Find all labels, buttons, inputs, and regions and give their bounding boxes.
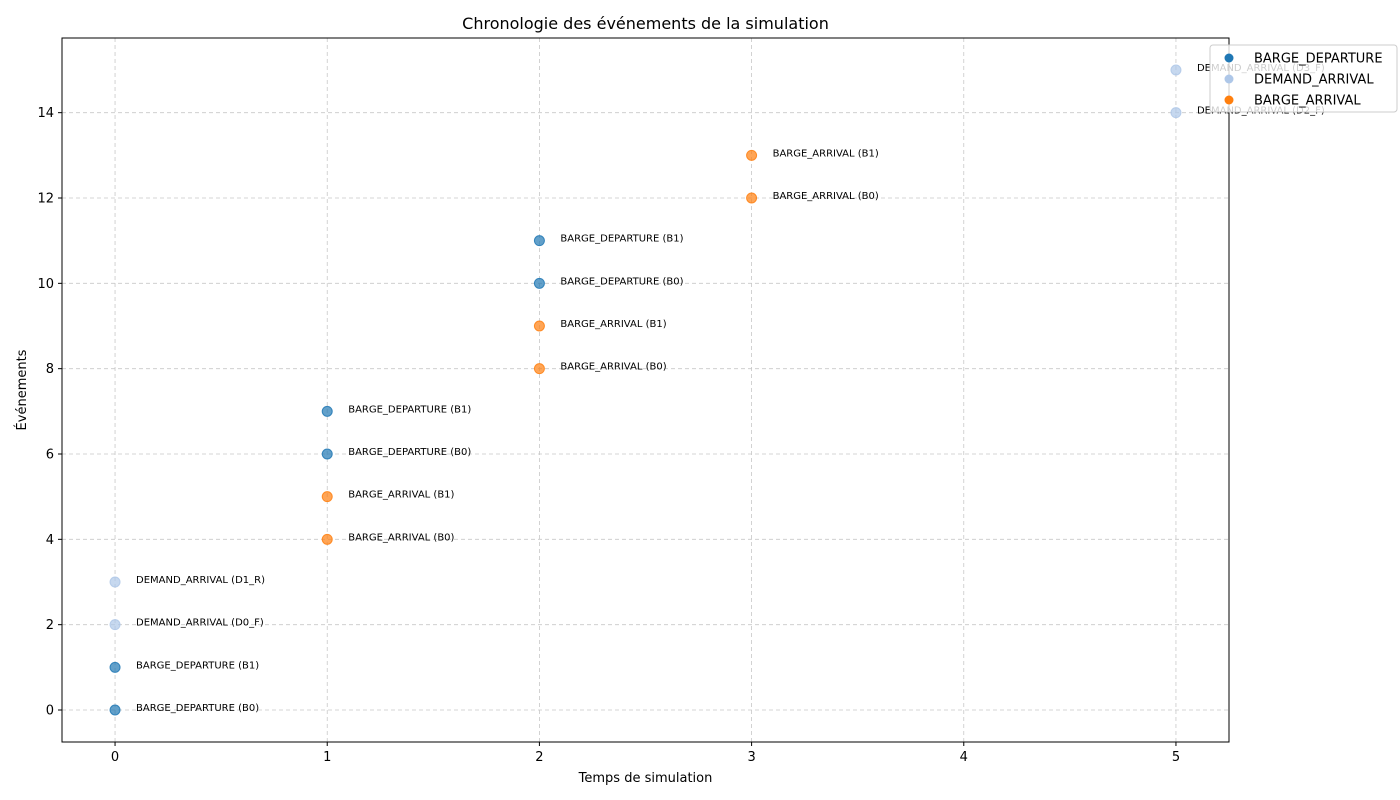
data-point	[746, 192, 758, 204]
data-label: BARGE_ARRIVAL (B0)	[773, 191, 879, 202]
data-point	[1170, 64, 1182, 76]
x-tick-label: 4	[960, 750, 968, 765]
y-tick-label: 8	[46, 362, 54, 377]
data-label: BARGE_DEPARTURE (B1)	[136, 660, 259, 671]
data-label: BARGE_DEPARTURE (B1)	[560, 234, 683, 245]
legend-marker	[1224, 53, 1234, 63]
data-point	[109, 704, 121, 716]
plot-area	[61, 37, 1230, 743]
data-point	[321, 405, 333, 417]
data-label: BARGE_ARRIVAL (B1)	[560, 319, 666, 330]
data-point	[321, 533, 333, 545]
y-tick-label: 6	[46, 448, 54, 463]
y-tick-label: 14	[37, 106, 54, 121]
data-label: BARGE_ARRIVAL (B0)	[348, 532, 454, 543]
data-labels: BARGE_DEPARTURE (B0) BARGE_DEPARTURE (B1)…	[136, 63, 1325, 714]
data-point	[109, 661, 121, 673]
legend-label: BARGE_ARRIVAL	[1254, 94, 1361, 109]
data-point	[533, 363, 545, 375]
y-tick-label: 0	[46, 704, 54, 719]
x-tick-label: 2	[535, 750, 543, 765]
y-tick-label: 2	[46, 618, 54, 633]
legend-marker	[1224, 74, 1234, 84]
x-axis-label: Temps de simulation	[578, 771, 713, 786]
data-label: DEMAND_ARRIVAL (D0_F)	[136, 618, 264, 629]
x-tick-label: 5	[1172, 750, 1180, 765]
data-point	[1170, 107, 1182, 119]
data-label: BARGE_ARRIVAL (B1)	[348, 490, 454, 501]
chart-title: Chronologie des événements de la simulat…	[462, 14, 829, 33]
data-point	[109, 619, 121, 631]
legend-label: DEMAND_ARRIVAL	[1254, 73, 1374, 88]
data-label: BARGE_ARRIVAL (B1)	[773, 148, 879, 159]
data-point	[109, 576, 121, 588]
data-label: BARGE_DEPARTURE (B1)	[348, 404, 471, 415]
data-point	[533, 320, 545, 332]
legend-label: BARGE_DEPARTURE	[1254, 52, 1383, 67]
data-label: BARGE_DEPARTURE (B0)	[348, 447, 471, 458]
legend-box	[1209, 44, 1398, 113]
data-label: BARGE_DEPARTURE (B0)	[136, 703, 259, 714]
data-point	[533, 277, 545, 289]
data-label: BARGE_ARRIVAL (B0)	[560, 362, 666, 373]
data-points	[109, 64, 1182, 716]
y-tick-label: 12	[37, 192, 54, 207]
y-axis-label: Événements	[14, 349, 30, 430]
x-tick-label: 3	[747, 750, 755, 765]
x-tick-label: 1	[323, 750, 331, 765]
legend-marker	[1224, 95, 1234, 105]
data-label: DEMAND_ARRIVAL (D1_R)	[136, 575, 265, 586]
data-point	[746, 149, 758, 161]
y-tick-label: 4	[46, 533, 54, 548]
data-point	[321, 491, 333, 503]
data-point	[321, 448, 333, 460]
data-point	[533, 235, 545, 247]
x-tick-label: 0	[111, 750, 119, 765]
y-tick-label: 10	[37, 277, 54, 292]
legend: BARGE_DEPARTURE DEMAND_ARRIVAL BARGE_ARRIV…	[1209, 44, 1398, 113]
data-label: BARGE_DEPARTURE (B0)	[560, 276, 683, 287]
grid	[62, 38, 1229, 742]
